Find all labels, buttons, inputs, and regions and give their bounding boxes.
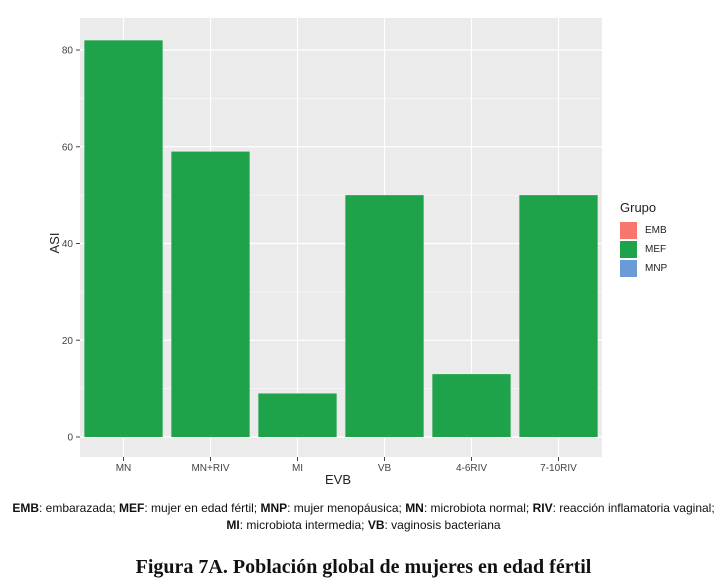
legend-swatch-mef	[620, 241, 637, 258]
legend-item-mef: MEF	[620, 240, 667, 259]
x-axis-label: EVB	[325, 472, 351, 487]
bar-7-10riv	[519, 195, 598, 437]
bar-mi	[258, 393, 337, 437]
caption-line-1: EMB: embarazada; MEF: mujer en edad fért…	[0, 500, 727, 517]
caption-term: MI	[226, 518, 240, 532]
x-tick-label: 4-6RIV	[456, 463, 487, 474]
x-axis: MN MN+RIV MI VB 4-6RIV 7-10RIV	[116, 457, 577, 474]
legend: Grupo EMB MEF MNP	[620, 200, 667, 278]
y-tick-label: 40	[62, 239, 74, 250]
legend-title: Grupo	[620, 200, 657, 215]
caption-term: VB	[367, 518, 385, 532]
legend-swatch-emb	[620, 222, 637, 239]
bar-mn	[84, 40, 163, 437]
caption-def: : mujer menopáusica;	[287, 501, 406, 515]
y-axis: 0 20 40 60 80	[62, 46, 80, 444]
x-tick-label: MN+RIV	[191, 463, 229, 474]
legend-label-mef: MEF	[645, 244, 667, 255]
bar-4-6riv	[432, 374, 511, 437]
figure-title: Figura 7A. Población global de mujeres e…	[135, 556, 592, 578]
legend-swatch-mnp	[620, 260, 637, 277]
caption-term: EMB	[12, 501, 39, 515]
grid-minor	[80, 98, 602, 389]
x-tick-label: MN	[116, 463, 132, 474]
caption-term: MN	[405, 501, 424, 515]
caption-def: : vaginosis bacteriana	[384, 518, 501, 532]
y-tick-label: 20	[62, 336, 74, 347]
caption-def: : microbiota intermedia;	[239, 518, 368, 532]
legend-label-mnp: MNP	[645, 263, 668, 274]
caption-def: : microbiota normal;	[423, 501, 533, 515]
caption-def: : mujer en edad fértil;	[144, 501, 261, 515]
plot-panel	[80, 18, 602, 457]
y-tick-label: 80	[62, 46, 74, 57]
bar-vb	[345, 195, 424, 437]
bar-mn-riv	[171, 151, 250, 437]
caption-def: : reacción inflamatoria vaginal;	[552, 501, 715, 515]
x-tick-label: VB	[378, 463, 392, 474]
y-axis-label: ASI	[47, 233, 62, 254]
x-tick-label: 7-10RIV	[540, 463, 577, 474]
caption-term: MNP	[260, 501, 288, 515]
legend-label-emb: EMB	[645, 225, 667, 236]
y-tick-label: 60	[62, 142, 74, 153]
legend-item-mnp: MNP	[620, 259, 667, 278]
caption-line-2: MI: microbiota intermedia; VB: vaginosis…	[0, 517, 727, 534]
caption-term: MEF	[119, 501, 145, 515]
bars-layer	[84, 40, 598, 437]
y-tick-label: 0	[67, 433, 73, 444]
x-tick-label: MI	[292, 463, 303, 474]
caption-term: RIV	[532, 501, 553, 515]
figure-caption: EMB: embarazada; MEF: mujer en edad fért…	[0, 500, 727, 534]
caption-def: : embarazada;	[39, 501, 120, 515]
legend-item-emb: EMB	[620, 221, 667, 240]
